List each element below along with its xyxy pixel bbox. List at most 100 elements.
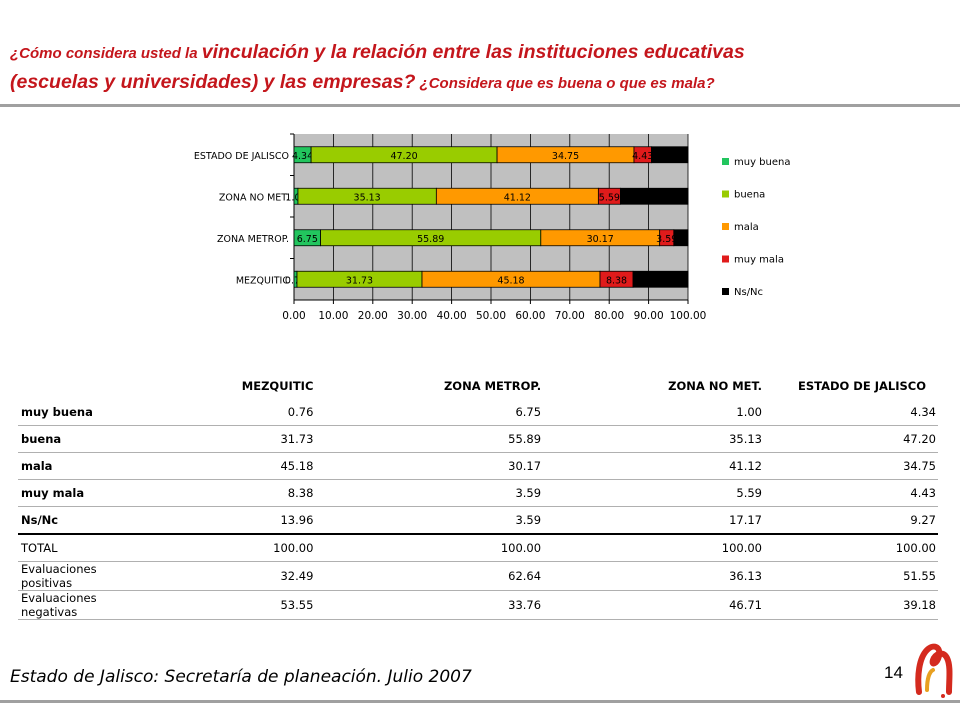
table-cell: 41.12 xyxy=(555,452,776,480)
table-cell: 51.55 xyxy=(776,561,938,591)
category-label: MEZQUITIC xyxy=(236,275,290,286)
data-label: 35.13 xyxy=(354,192,381,203)
x-tick-label: 10.00 xyxy=(318,310,348,322)
table-cell: 0.76 xyxy=(152,399,328,426)
data-label: 47.20 xyxy=(390,151,417,162)
top-divider xyxy=(0,104,960,107)
legend-label: muy buena xyxy=(734,157,790,168)
title-part-3: (escuelas y universidades) y las empresa… xyxy=(10,71,416,93)
table-cell: 4.34 xyxy=(776,399,938,426)
title-part-2: vinculación y la relación entre las inst… xyxy=(201,41,745,63)
table-cell: 34.75 xyxy=(776,452,938,480)
x-tick-label: 50.00 xyxy=(476,310,506,322)
table-cell: 33.76 xyxy=(327,590,556,620)
table-cell: 4.43 xyxy=(776,479,938,507)
stacked-bar-chart: 0.00 10.00 20.00 30.00 40.00 50.00 60.00 70.00 8… xyxy=(194,133,790,322)
row-label: Evaluaciones positivas xyxy=(18,561,152,591)
table-cell: 32.49 xyxy=(152,561,328,591)
bar-segment xyxy=(651,146,689,164)
table-row: TOTAL 100.00 100.00 100.00 100.00 xyxy=(18,534,938,562)
row-label: buena xyxy=(18,425,152,453)
title-part-1: ¿Cómo considera usted la xyxy=(10,45,202,62)
legend-swatch xyxy=(722,223,729,230)
x-tick-label: 60.00 xyxy=(515,310,545,322)
category-label: ZONA NO MET. xyxy=(219,192,289,203)
data-label: 30.17 xyxy=(587,234,614,245)
table-header-zona-no-met: ZONA NO MET. xyxy=(668,379,762,393)
data-label: 31.73 xyxy=(346,275,373,286)
table-cell: 100.00 xyxy=(776,534,938,562)
table-cell: 39.18 xyxy=(776,590,938,620)
legend-label: muy mala xyxy=(734,255,784,266)
row-label: Evaluaciones negativas xyxy=(18,590,152,620)
table-cell: 53.55 xyxy=(152,590,328,620)
table-cell: 31.73 xyxy=(152,425,328,453)
table-header-mezquitic: MEZQUITIC xyxy=(241,379,314,393)
data-label: 41.12 xyxy=(504,192,531,203)
table-cell: 3.59 xyxy=(327,506,556,535)
legend-swatch xyxy=(722,288,729,295)
data-label: 1.00 xyxy=(285,192,306,203)
table-cell: 9.27 xyxy=(776,506,938,535)
table-row: buena 31.73 55.89 35.13 47.20 xyxy=(18,425,938,453)
page-number: 14 xyxy=(884,663,903,682)
table-header-zona-metrop: ZONA METROP. xyxy=(443,379,542,393)
row-label: muy mala xyxy=(18,479,152,507)
legend-swatch xyxy=(722,158,729,165)
table-cell: 1.00 xyxy=(555,399,776,426)
data-label: 4.43 xyxy=(632,151,653,162)
data-label: 3.59 xyxy=(656,234,677,245)
table-cell: 36.13 xyxy=(555,561,776,591)
data-label: 34.75 xyxy=(552,151,579,162)
table-cell: 47.20 xyxy=(776,425,938,453)
x-tick-label: 70.00 xyxy=(555,310,585,322)
data-label: 0.76 xyxy=(285,275,306,286)
x-tick-label: 40.00 xyxy=(437,310,467,322)
row-label: mala xyxy=(18,452,152,480)
table-row: mala 45.18 30.17 41.12 34.75 xyxy=(18,452,938,480)
data-label: 55.89 xyxy=(417,234,444,245)
table-row: muy mala 8.38 3.59 5.59 4.43 xyxy=(18,479,938,507)
legend-label: Ns/Nc xyxy=(734,287,763,298)
table-cell: 30.17 xyxy=(327,452,556,480)
table-cell: 45.18 xyxy=(152,452,328,480)
legend-label: mala xyxy=(734,222,759,233)
table-cell: 46.71 xyxy=(555,590,776,620)
legend-swatch xyxy=(722,255,729,263)
x-tick-label: 0.00 xyxy=(282,310,305,322)
table-cell: 3.59 xyxy=(327,479,556,507)
x-tick-label: 20.00 xyxy=(358,310,388,322)
table-cell: 62.64 xyxy=(327,561,556,591)
table-cell: 6.75 xyxy=(327,399,556,426)
table-cell: 17.17 xyxy=(555,506,776,535)
data-label: 6.75 xyxy=(297,234,318,245)
table-cell: 55.89 xyxy=(327,425,556,453)
table-header-blank xyxy=(18,355,152,399)
legend-label: buena xyxy=(734,190,765,201)
data-label: 45.18 xyxy=(497,275,524,286)
bar-segment xyxy=(632,270,689,288)
bar-segment xyxy=(673,229,689,247)
category-label: ZONA METROP. xyxy=(217,234,289,245)
table-cell: 100.00 xyxy=(327,534,556,562)
x-tick-label: 30.00 xyxy=(397,310,427,322)
table-header-row: MEZQUITIC ZONA METROP. ZONA NO MET. ESTA… xyxy=(18,355,938,399)
slide-title: ¿Cómo considera usted la vinculación y l… xyxy=(10,38,910,98)
x-tick-label: 80.00 xyxy=(594,310,624,322)
x-tick-label: 100.00 xyxy=(670,310,707,322)
bottom-divider xyxy=(0,700,960,703)
row-label: Ns/Nc xyxy=(18,506,152,535)
table-cell: 100.00 xyxy=(555,534,776,562)
data-label: 4.34 xyxy=(292,151,313,162)
table-cell: 13.96 xyxy=(152,506,328,535)
table-row: Evaluaciones negativas 53.55 33.76 46.71… xyxy=(18,590,938,620)
data-label: 8.38 xyxy=(606,275,627,286)
row-label: muy buena xyxy=(18,399,152,426)
logo-icon xyxy=(915,643,953,698)
data-table: MEZQUITIC ZONA METROP. ZONA NO MET. ESTA… xyxy=(18,355,938,620)
row-label: TOTAL xyxy=(18,534,152,562)
category-label: ESTADO DE JALISCO xyxy=(194,151,289,162)
table-row: muy buena 0.76 6.75 1.00 4.34 xyxy=(18,399,938,426)
source-note: Estado de Jalisco: Secretaría de planeac… xyxy=(10,667,472,687)
title-part-4: ¿Considera que es buena o que es mala? xyxy=(415,75,715,92)
